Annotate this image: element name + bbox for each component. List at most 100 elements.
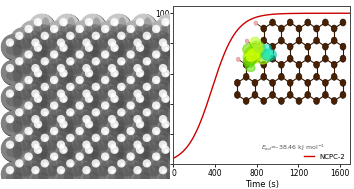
Ellipse shape [162,24,179,35]
Ellipse shape [127,31,144,42]
Circle shape [147,148,173,174]
Circle shape [104,28,108,32]
Ellipse shape [67,140,84,151]
Circle shape [37,124,41,128]
Ellipse shape [150,158,159,179]
Circle shape [45,20,70,46]
Ellipse shape [48,82,57,103]
Circle shape [108,89,116,98]
Circle shape [156,90,182,116]
Circle shape [133,64,142,72]
Circle shape [53,79,57,83]
Circle shape [165,124,169,128]
Circle shape [77,34,103,60]
Circle shape [155,130,159,134]
Circle shape [69,112,73,116]
Ellipse shape [32,70,49,81]
Circle shape [75,127,84,135]
Circle shape [122,21,148,47]
Circle shape [80,39,105,65]
Circle shape [104,105,108,109]
Ellipse shape [15,63,33,74]
Circle shape [88,98,92,102]
Circle shape [59,43,68,52]
Ellipse shape [59,50,78,61]
Ellipse shape [141,114,150,135]
Ellipse shape [134,152,143,173]
Ellipse shape [50,82,68,93]
Circle shape [131,65,158,91]
X-axis label: Time (s): Time (s) [245,180,279,189]
Ellipse shape [169,43,178,64]
Ellipse shape [143,114,161,125]
Circle shape [110,94,119,103]
Circle shape [29,90,55,116]
Circle shape [53,130,57,134]
Circle shape [66,57,74,66]
Circle shape [36,104,62,130]
Ellipse shape [48,133,57,154]
Circle shape [1,85,27,112]
Circle shape [75,101,84,110]
Circle shape [31,140,40,149]
Ellipse shape [39,38,47,59]
Circle shape [36,129,61,155]
Circle shape [129,136,154,162]
Ellipse shape [85,75,103,86]
Circle shape [121,20,147,46]
Circle shape [29,14,55,39]
Circle shape [63,149,67,153]
Ellipse shape [152,82,170,93]
Circle shape [154,111,181,137]
Circle shape [53,28,57,32]
Circle shape [103,111,129,136]
Circle shape [82,115,91,123]
Circle shape [36,28,62,54]
Circle shape [143,134,151,142]
Ellipse shape [67,94,76,115]
Circle shape [126,50,135,59]
Ellipse shape [32,95,49,107]
Circle shape [108,115,116,123]
Circle shape [104,79,108,83]
Circle shape [129,60,155,86]
Ellipse shape [143,89,161,100]
Circle shape [101,152,109,161]
Ellipse shape [99,56,108,77]
Ellipse shape [166,140,175,161]
Circle shape [101,25,109,33]
Ellipse shape [124,31,133,52]
Ellipse shape [90,165,99,186]
Circle shape [20,97,46,123]
Circle shape [111,42,115,46]
Circle shape [9,170,13,174]
Ellipse shape [159,50,169,70]
Circle shape [10,155,36,180]
Circle shape [129,85,155,112]
Circle shape [104,54,108,58]
Ellipse shape [133,95,152,107]
Circle shape [103,136,129,162]
Circle shape [36,78,61,104]
Circle shape [137,93,141,97]
Ellipse shape [22,82,32,103]
Circle shape [88,22,92,26]
Ellipse shape [118,17,127,38]
Ellipse shape [13,140,22,161]
Circle shape [18,86,22,90]
Circle shape [80,65,107,91]
Ellipse shape [67,165,84,176]
Ellipse shape [32,50,41,70]
Circle shape [131,116,158,142]
Circle shape [36,155,61,180]
Circle shape [75,50,84,59]
Circle shape [86,170,90,174]
Ellipse shape [82,121,100,132]
Ellipse shape [169,94,178,115]
Circle shape [70,148,96,174]
Ellipse shape [101,159,119,170]
Circle shape [106,14,132,40]
Circle shape [147,46,173,72]
Circle shape [120,61,124,65]
Ellipse shape [133,172,152,183]
